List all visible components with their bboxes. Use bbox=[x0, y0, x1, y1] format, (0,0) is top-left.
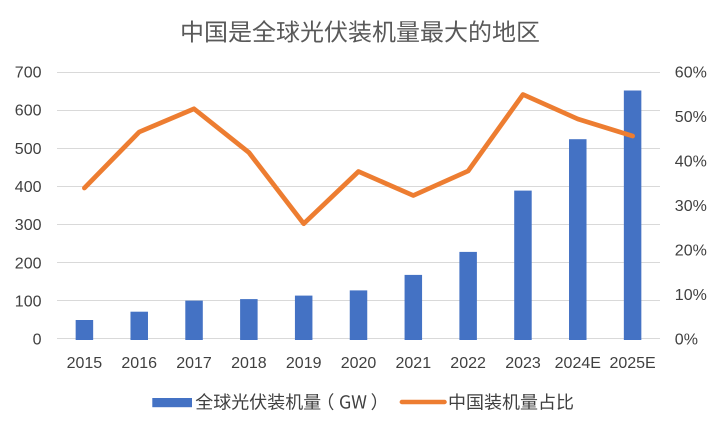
svg-text:30%: 30% bbox=[675, 198, 707, 215]
svg-text:2022: 2022 bbox=[450, 355, 486, 372]
svg-text:2023: 2023 bbox=[505, 355, 541, 372]
svg-text:2018: 2018 bbox=[231, 355, 267, 372]
svg-text:2019: 2019 bbox=[286, 355, 322, 372]
svg-text:2017: 2017 bbox=[176, 355, 212, 372]
svg-text:0%: 0% bbox=[675, 332, 698, 349]
svg-text:300: 300 bbox=[15, 217, 42, 234]
svg-text:20%: 20% bbox=[675, 243, 707, 260]
svg-text:10%: 10% bbox=[675, 287, 707, 304]
svg-text:60%: 60% bbox=[675, 65, 707, 82]
svg-text:600: 600 bbox=[15, 103, 42, 120]
svg-text:40%: 40% bbox=[675, 154, 707, 171]
svg-text:0: 0 bbox=[33, 332, 42, 349]
svg-text:100: 100 bbox=[15, 293, 42, 310]
svg-text:500: 500 bbox=[15, 141, 42, 158]
svg-text:2016: 2016 bbox=[121, 355, 157, 372]
svg-text:700: 700 bbox=[15, 65, 42, 82]
svg-text:2015: 2015 bbox=[67, 355, 103, 372]
svg-text:2021: 2021 bbox=[396, 355, 432, 372]
svg-text:50%: 50% bbox=[675, 109, 707, 126]
svg-text:2024E: 2024E bbox=[555, 355, 601, 372]
svg-text:2025E: 2025E bbox=[609, 355, 655, 372]
svg-text:400: 400 bbox=[15, 179, 42, 196]
svg-text:200: 200 bbox=[15, 255, 42, 272]
svg-text:2020: 2020 bbox=[341, 355, 377, 372]
